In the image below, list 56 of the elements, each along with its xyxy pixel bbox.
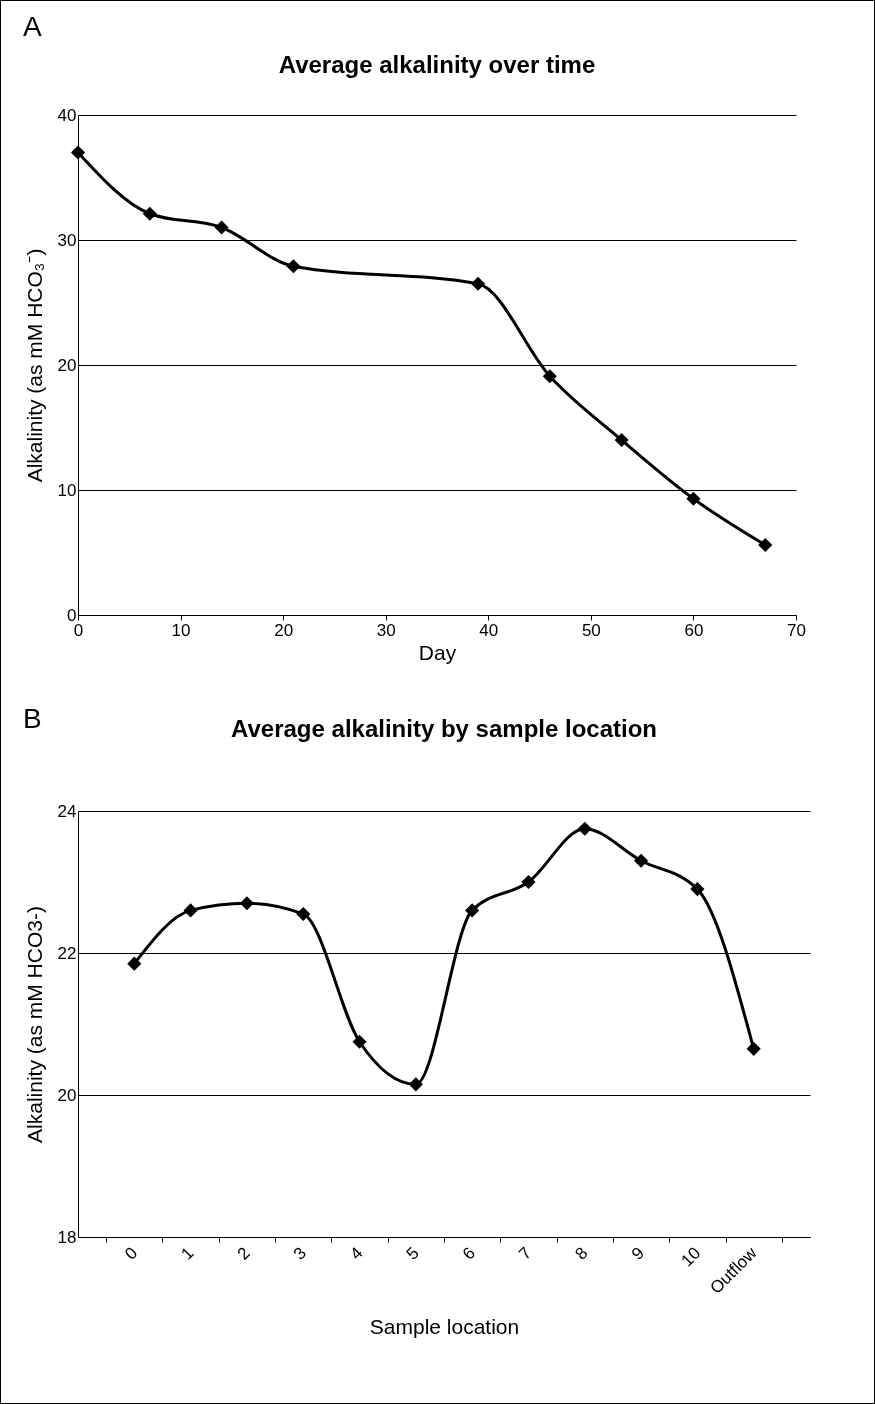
x-tick-label: 3 [289, 1243, 311, 1264]
y-tick-label: 20 [57, 355, 77, 375]
point [614, 432, 629, 448]
point [690, 882, 705, 897]
point [127, 956, 142, 971]
point [746, 1041, 761, 1056]
x-tick-label: 1 [177, 1243, 198, 1264]
x-tick-label: 6 [458, 1243, 480, 1264]
point [286, 259, 301, 274]
y-tick-label: 18 [57, 1227, 77, 1247]
y-tick-label: 0 [67, 605, 77, 625]
y-tick-label: 20 [57, 1085, 77, 1105]
y-axis-title: Alkalinity (as mM HCO3-) [22, 906, 46, 1143]
x-tick-label: 9 [627, 1243, 648, 1264]
point [465, 903, 480, 918]
chart-title: Average alkalinity by sample location [231, 715, 657, 742]
y-tick-label: 30 [57, 230, 77, 250]
point [686, 491, 701, 506]
x-axis-title: Day [418, 640, 457, 664]
point [758, 537, 773, 553]
x-tick-label: 10 [171, 620, 191, 640]
y-tick-label: 10 [57, 480, 77, 500]
text: B [23, 703, 42, 735]
x-tick-label: 5 [402, 1243, 423, 1264]
chart-title: Average alkalinity over time [278, 51, 596, 78]
x-tick-label: 8 [571, 1243, 592, 1264]
y-axis-title: Alkalinity (as mM HCO₃⁻) [22, 248, 46, 483]
point [408, 1077, 423, 1092]
point [142, 206, 157, 221]
x-tick-label: 4 [346, 1243, 367, 1264]
x-tick-label: 60 [684, 620, 704, 640]
point [214, 220, 229, 235]
x-tick-label: 10 [677, 1243, 705, 1271]
text: A [23, 11, 42, 43]
x-tick-label: 20 [274, 620, 294, 640]
x-tick-label: 7 [515, 1243, 536, 1264]
y-tick-label: 40 [57, 105, 77, 125]
y-tick-label: 24 [57, 801, 77, 821]
x-tick-label: 0 [121, 1243, 142, 1264]
point [577, 821, 592, 836]
x-tick-label: 30 [376, 620, 396, 640]
y-tick-label: 22 [57, 943, 77, 963]
point [542, 369, 557, 384]
point [239, 896, 254, 911]
point [470, 276, 486, 291]
point [296, 906, 311, 922]
x-tick-label: 70 [787, 620, 806, 640]
point [70, 145, 86, 160]
x-tick-label: 50 [581, 620, 601, 640]
x-axis-title: Sample location [369, 1314, 520, 1338]
point [521, 874, 536, 890]
point [352, 1034, 367, 1049]
point [183, 903, 198, 918]
x-tick-label: 40 [479, 620, 499, 640]
point [634, 853, 649, 868]
x-tick-label: 2 [233, 1243, 254, 1264]
